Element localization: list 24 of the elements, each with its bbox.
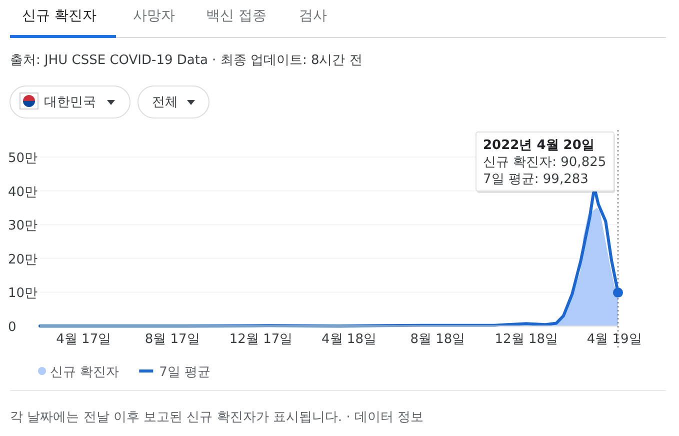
text: 백신 접종: [206, 8, 266, 24]
y-tick-label: 30만: [8, 218, 38, 234]
x-tick-label: 8월 18일: [410, 332, 466, 347]
text: 대한민국: [44, 95, 96, 110]
text: 각 날짜에는 전날 이후 보고된 신규 확진자가 표시됩니다. · 데이터 정보: [10, 410, 424, 425]
text: 사망자: [133, 8, 175, 24]
legend-label: 7일 평균: [159, 365, 211, 380]
y-tick-label: 50만: [8, 151, 38, 166]
x-tick-label: 4월 19일: [586, 332, 642, 347]
chart-title: 신규 확진자: [22, 8, 96, 24]
y-tick-label: 20만: [8, 252, 38, 268]
y-tick-label: 40만: [8, 184, 38, 200]
x-tick-label: 8월 17일: [144, 332, 200, 347]
x-tick-label: 4월 18일: [322, 332, 376, 347]
annotation: 2022년 4월 20일 신규 확진자: 90,825 7일 평균: 99,283: [483, 138, 606, 187]
y-tick-label: 10만: [8, 286, 38, 302]
x-tick-label: 4월 17일: [56, 332, 112, 347]
y-tick-label: 0: [8, 320, 16, 335]
legend-label: 신규 확진자: [50, 365, 120, 380]
text: 전체: [152, 95, 178, 110]
x-tick-label: 12월 18일: [494, 332, 558, 347]
source-note: 출처: JHU CSSE COVID-19 Data · 최종 업데이트: 8시간 전: [10, 53, 362, 68]
x-tick-label: 12월 17일: [229, 332, 293, 347]
text: 검사: [299, 8, 327, 24]
